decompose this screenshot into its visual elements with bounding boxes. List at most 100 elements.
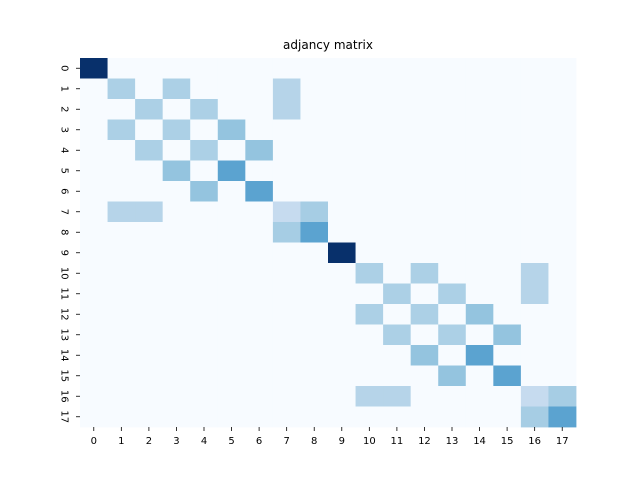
heatmap-cell-11-5 xyxy=(217,283,246,305)
x-tick-label-16: 16 xyxy=(528,436,541,447)
x-tick-label-1: 1 xyxy=(118,436,124,447)
heatmap-cell-3-10 xyxy=(355,119,384,141)
y-tick-label-9: 9 xyxy=(59,250,70,256)
heatmap-cell-2-4 xyxy=(190,99,219,120)
heatmap-cell-14-7 xyxy=(272,345,301,366)
heatmap-cell-4-6 xyxy=(245,140,274,161)
heatmap-cell-12-15 xyxy=(493,304,522,325)
x-axis: 0 1 2 3 4 5 6 7 8 9 10 11 12 13 14 15 16 17 xyxy=(91,427,569,447)
heatmap-cell-8-5 xyxy=(217,222,246,243)
heatmap-cell-17-3 xyxy=(162,406,191,428)
heatmap-cell-17-7 xyxy=(272,406,301,428)
heatmap-cell-2-12 xyxy=(410,99,439,120)
heatmap-cell-5-12 xyxy=(410,160,439,182)
heatmap-cell-3-6 xyxy=(245,119,274,141)
heatmap-cell-5-9 xyxy=(328,160,356,182)
heatmap-cell-16-14 xyxy=(465,386,494,407)
x-tick-label-15: 15 xyxy=(501,436,514,447)
heatmap-cell-16-12 xyxy=(410,386,439,407)
x-tick-label-11: 11 xyxy=(391,436,404,447)
heatmap-cell-4-17 xyxy=(548,140,577,161)
heatmap-cell-12-4 xyxy=(190,304,219,325)
heatmap-cell-1-17 xyxy=(548,78,577,100)
heatmap-cell-6-14 xyxy=(465,181,494,202)
heatmap-cell-6-3 xyxy=(162,181,191,202)
heatmap-cell-15-13 xyxy=(438,365,467,387)
heatmap-cell-7-16 xyxy=(520,201,549,223)
heatmap-cell-13-10 xyxy=(355,324,384,346)
heatmap-cell-11-7 xyxy=(272,283,301,305)
heatmap-cell-4-5 xyxy=(217,140,246,161)
heatmap-cell-9-0 xyxy=(80,242,108,264)
chart-title: adjancy matrix xyxy=(283,38,373,52)
heatmap-cell-12-16 xyxy=(520,304,549,325)
heatmap-cell-13-16 xyxy=(520,324,549,346)
heatmap-cell-8-17 xyxy=(548,222,577,243)
heatmap-cell-17-2 xyxy=(135,406,164,428)
y-tick-label-11: 11 xyxy=(59,287,70,300)
heatmap-cell-7-6 xyxy=(245,201,274,223)
heatmap-cell-12-12 xyxy=(410,304,439,325)
heatmap-cell-7-9 xyxy=(328,201,356,223)
y-tick-label-7: 7 xyxy=(59,209,70,215)
heatmap-cell-13-12 xyxy=(410,324,439,346)
y-tick-label-15: 15 xyxy=(59,369,70,382)
heatmap-cell-11-0 xyxy=(80,283,108,305)
heatmap-cell-15-14 xyxy=(465,365,494,387)
heatmap-cell-1-6 xyxy=(245,78,274,100)
heatmap-cell-13-13 xyxy=(438,324,467,346)
heatmap-cell-3-3 xyxy=(162,119,191,141)
heatmap-cell-10-13 xyxy=(438,263,467,284)
heatmap-cell-0-16 xyxy=(520,58,549,79)
heatmap-cell-13-11 xyxy=(383,324,412,346)
heatmap-cell-2-5 xyxy=(217,99,246,120)
heatmap-cell-6-9 xyxy=(328,181,356,202)
heatmap-cell-0-17 xyxy=(548,58,577,79)
heatmap-cell-14-8 xyxy=(300,345,329,366)
heatmap-cell-9-5 xyxy=(217,242,246,264)
heatmap-cell-9-1 xyxy=(107,242,136,264)
heatmap-cell-0-13 xyxy=(438,58,467,79)
heatmap-cell-2-0 xyxy=(80,99,108,120)
heatmap-cell-8-2 xyxy=(135,222,164,243)
heatmap-cell-4-12 xyxy=(410,140,439,161)
heatmap-cell-13-1 xyxy=(107,324,136,346)
heatmap-cell-5-11 xyxy=(383,160,412,182)
heatmap-cell-1-9 xyxy=(328,78,356,100)
heatmap-cell-6-16 xyxy=(520,181,549,202)
heatmap-cell-1-16 xyxy=(520,78,549,100)
heatmap-cell-16-10 xyxy=(355,386,384,407)
heatmap-cell-0-1 xyxy=(107,58,136,79)
heatmap-cell-12-1 xyxy=(107,304,136,325)
heatmap-cell-4-2 xyxy=(135,140,164,161)
heatmap-cell-17-14 xyxy=(465,406,494,428)
heatmap-cell-9-17 xyxy=(548,242,577,264)
heatmap-cell-11-15 xyxy=(493,283,522,305)
heatmap-cell-7-2 xyxy=(135,201,164,223)
heatmap-cell-16-9 xyxy=(328,386,356,407)
heatmap-cell-8-14 xyxy=(465,222,494,243)
heatmap-cell-17-12 xyxy=(410,406,439,428)
heatmap-cell-5-16 xyxy=(520,160,549,182)
heatmap-cell-10-7 xyxy=(272,263,301,284)
heatmap-cell-5-14 xyxy=(465,160,494,182)
heatmap-cell-7-4 xyxy=(190,201,219,223)
heatmap-cell-5-3 xyxy=(162,160,191,182)
heatmap-cell-1-15 xyxy=(493,78,522,100)
heatmap-cell-1-13 xyxy=(438,78,467,100)
heatmap-cell-17-4 xyxy=(190,406,219,428)
heatmap-cell-2-3 xyxy=(162,99,191,120)
heatmap-cell-8-13 xyxy=(438,222,467,243)
heatmap-cell-11-16 xyxy=(520,283,549,305)
heatmap-cell-14-13 xyxy=(438,345,467,366)
heatmap-cell-3-14 xyxy=(465,119,494,141)
heatmap-cell-0-12 xyxy=(410,58,439,79)
heatmap-cell-12-6 xyxy=(245,304,274,325)
heatmap-cell-12-14 xyxy=(465,304,494,325)
heatmap-cell-15-5 xyxy=(217,365,246,387)
heatmap-cell-15-7 xyxy=(272,365,301,387)
heatmap-cell-11-6 xyxy=(245,283,274,305)
heatmap-cell-0-7 xyxy=(272,58,301,79)
heatmap-cell-11-4 xyxy=(190,283,219,305)
heatmap-cell-2-13 xyxy=(438,99,467,120)
